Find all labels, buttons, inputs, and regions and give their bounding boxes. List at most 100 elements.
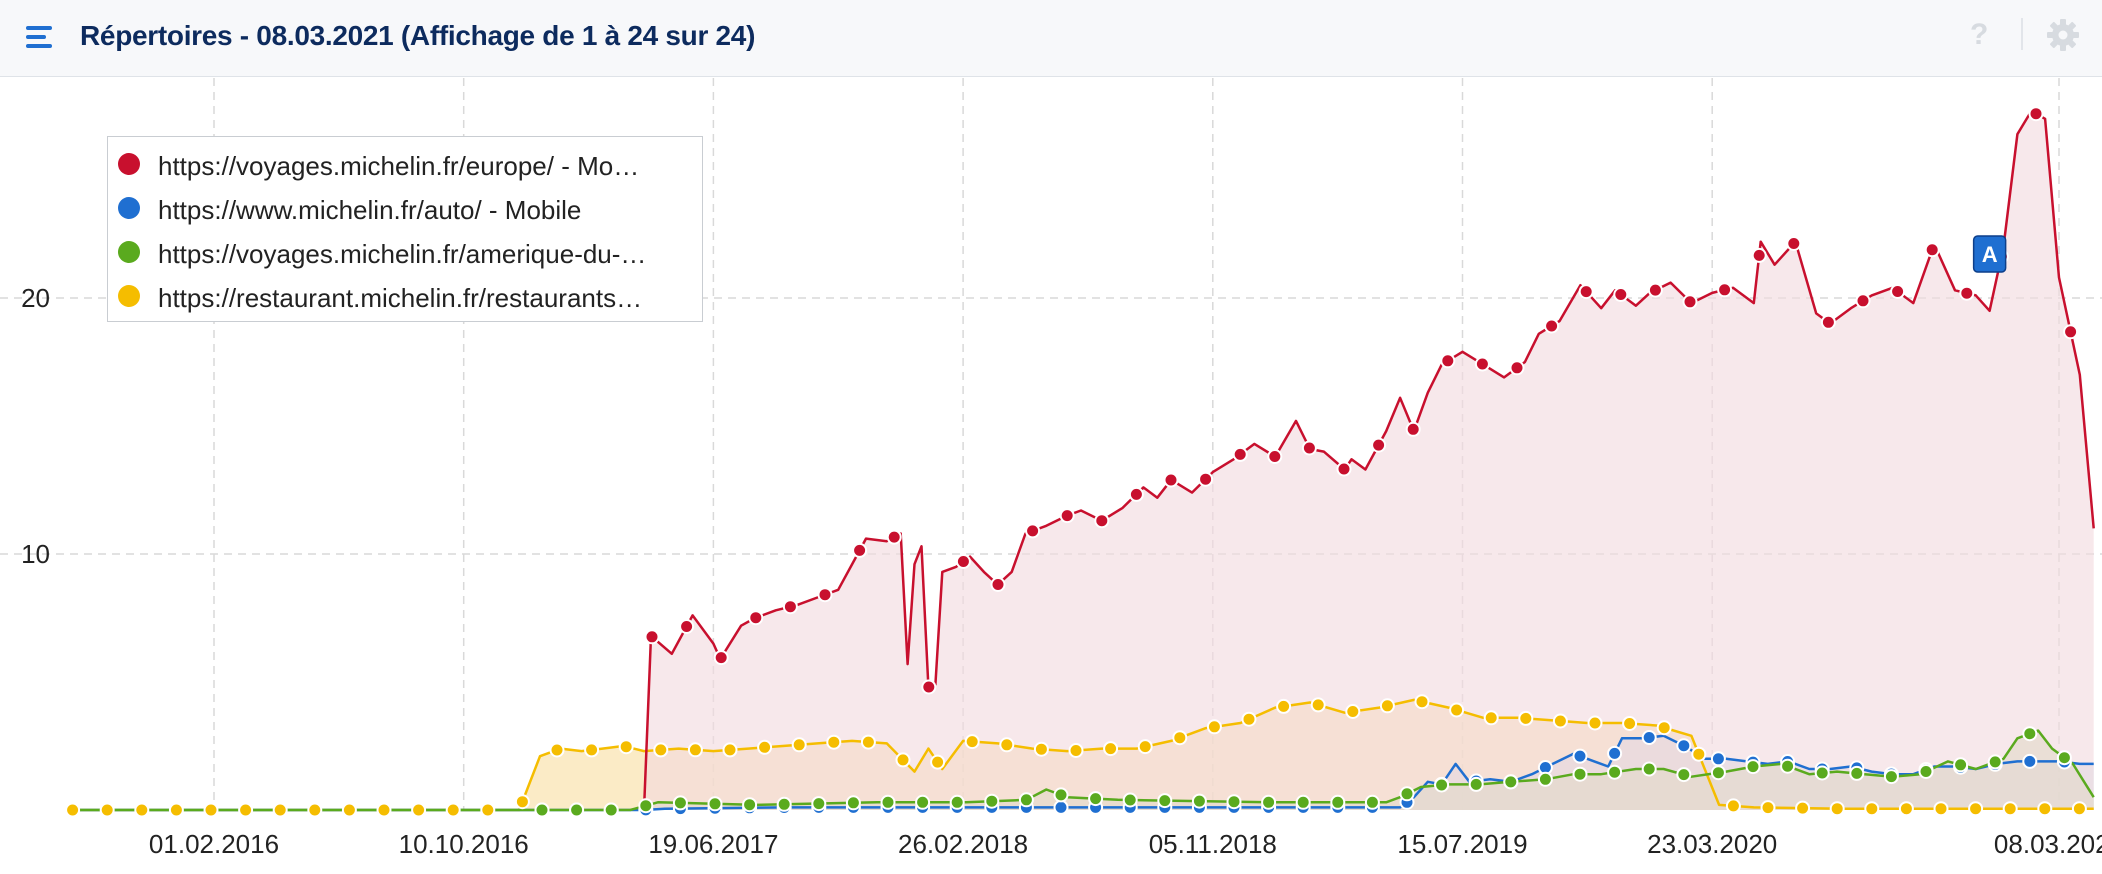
series-marker	[1033, 741, 1049, 757]
series-marker	[1157, 793, 1173, 809]
series-marker	[999, 737, 1015, 753]
series-marker	[1691, 746, 1707, 762]
series-marker	[1345, 704, 1361, 719]
series-marker	[1226, 794, 1242, 810]
series-marker	[1933, 801, 1949, 817]
chart-annotation[interactable]: A	[1972, 235, 2007, 273]
legend-marker	[118, 241, 140, 263]
series-marker	[1607, 764, 1623, 780]
series-marker	[1829, 801, 1845, 817]
series-marker	[1641, 761, 1657, 777]
series-marker	[1518, 710, 1534, 726]
series-marker	[1849, 765, 1865, 781]
series-marker	[618, 739, 634, 755]
series-marker	[1987, 754, 2003, 770]
series-marker	[672, 795, 688, 811]
series-marker	[1537, 771, 1553, 787]
series-marker	[65, 802, 81, 818]
legend-item-restaurants[interactable]: https://restaurant.michelin.fr/restauran…	[108, 275, 698, 319]
legend-label: https://voyages.michelin.fr/europe/ - Mo…	[158, 151, 640, 181]
legend-label: https://www.michelin.fr/auto/ - Mobile	[158, 195, 582, 225]
series-marker	[930, 754, 946, 770]
series-marker	[99, 802, 115, 818]
series-marker	[1198, 471, 1214, 487]
series-marker	[2056, 750, 2072, 766]
series-marker	[1760, 800, 1776, 816]
series-marker	[1656, 720, 1672, 736]
series-markers	[65, 106, 2087, 818]
series-marker	[1814, 765, 1830, 781]
series-marker	[1336, 461, 1352, 477]
series-marker	[1682, 294, 1698, 310]
series-marker	[1128, 486, 1144, 502]
gear-icon[interactable]	[2046, 18, 2080, 52]
series-marker	[955, 554, 971, 569]
series-marker	[1261, 794, 1277, 810]
series-marker	[1379, 698, 1395, 714]
series-marker	[1710, 751, 1726, 767]
series-marker	[1503, 774, 1519, 790]
axis-labels: 10 20 01.02.2016 10.10.2016 19.06.2017 26.02.…	[21, 283, 2102, 859]
series-marker	[1137, 739, 1153, 755]
series-marker	[445, 802, 461, 818]
series-marker	[1330, 794, 1346, 810]
legend-item-michelin-auto[interactable]: https://www.michelin.fr/auto/ - Mobile	[108, 187, 698, 231]
series-marker	[603, 802, 619, 818]
legend-item-voyages-europe[interactable]: https://voyages.michelin.fr/europe/ - Mo…	[108, 143, 698, 187]
series-marker	[1059, 508, 1075, 524]
series-marker	[2037, 801, 2053, 817]
series-marker	[845, 795, 861, 811]
series-marker	[1959, 285, 1975, 301]
legend-marker	[118, 197, 140, 219]
series-marker	[1953, 757, 1969, 773]
series-marker	[1449, 702, 1465, 718]
series-marker	[880, 794, 896, 810]
series-marker	[1399, 786, 1415, 802]
series-marker	[1414, 694, 1430, 710]
series-marker	[1864, 801, 1880, 817]
series-marker	[1572, 748, 1588, 764]
series-marker	[895, 752, 911, 768]
series-marker	[376, 802, 392, 818]
series-marker	[2002, 801, 2018, 817]
series-marker	[1641, 730, 1657, 745]
series-marker	[1855, 293, 1871, 309]
x-tick-label: 01.02.2016	[149, 829, 279, 859]
series-marker	[1088, 791, 1104, 807]
x-tick-label: 23.03.2020	[1647, 829, 1777, 859]
series-marker	[791, 737, 807, 753]
series-marker	[1053, 799, 1069, 815]
series-marker	[1172, 730, 1188, 746]
chart-title: Répertoires - 08.03.2021 (Affichage de 1…	[80, 20, 756, 51]
x-tick-label: 05.11.2018	[1149, 829, 1277, 859]
series-marker	[1676, 767, 1692, 783]
series-marker	[534, 802, 550, 818]
series-marker	[964, 734, 980, 750]
question-mark-icon[interactable]: ?	[1970, 18, 1989, 51]
series-marker	[1613, 287, 1629, 302]
series-marker	[776, 796, 792, 812]
series-marker	[569, 802, 585, 818]
series-marker	[817, 587, 833, 603]
series-marker	[722, 742, 738, 758]
series-marker	[1094, 513, 1110, 529]
series-marker	[2071, 801, 2087, 817]
series-marker	[852, 542, 868, 558]
annotation-flag[interactable]: A	[1972, 235, 2007, 273]
series-marker	[1068, 743, 1084, 758]
series-marker	[1483, 710, 1499, 726]
series-marker	[168, 802, 184, 818]
series-marker	[757, 739, 773, 755]
series-marker	[1745, 759, 1761, 775]
series-marker	[1018, 792, 1034, 808]
series-marker	[1474, 356, 1490, 372]
hamburger-menu-icon[interactable]	[26, 24, 52, 50]
series-marker	[549, 742, 565, 758]
series-marker	[1725, 798, 1741, 814]
series-marker	[713, 650, 729, 666]
series-marker	[203, 802, 219, 818]
series-marker	[1440, 353, 1456, 369]
series-marker	[990, 577, 1006, 592]
series-marker	[480, 802, 496, 818]
legend-item-voyages-amerique[interactable]: https://voyages.michelin.fr/amerique-du-…	[108, 231, 698, 275]
